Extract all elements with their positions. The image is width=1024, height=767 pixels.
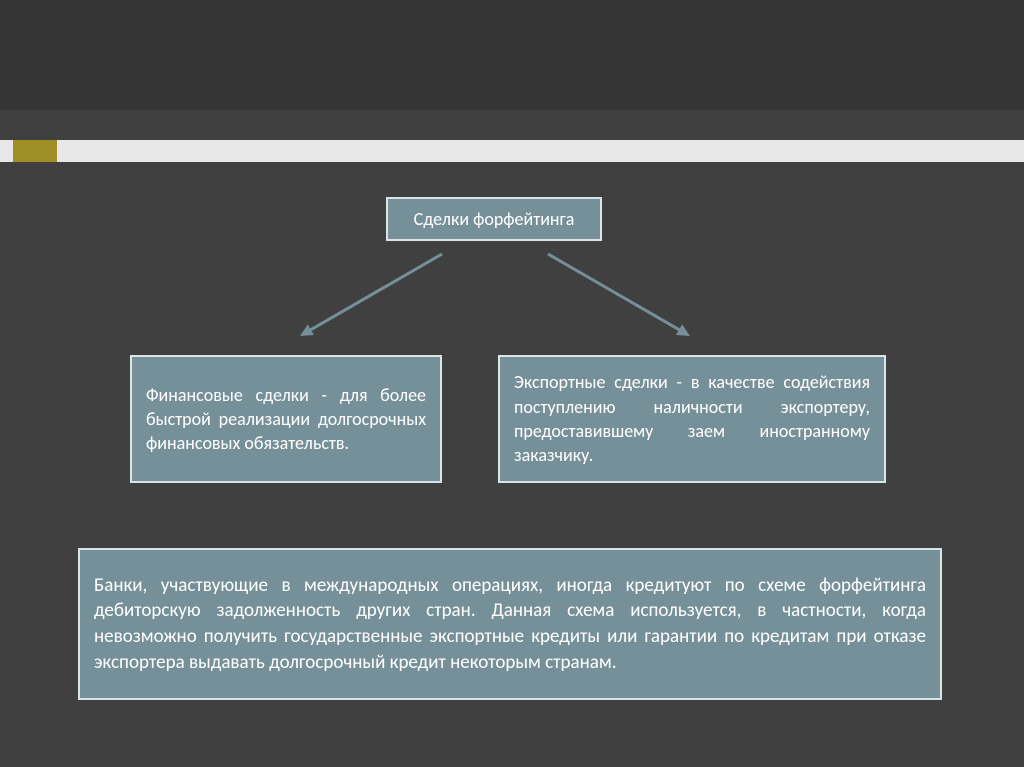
arrow-right-icon [534, 240, 704, 350]
box-left: Финансовые сделки - для более быстрой ре… [130, 355, 442, 483]
accent-strip [0, 140, 1024, 162]
accent-box [13, 140, 57, 162]
box-bottom: Банки, участвующие в международных опера… [78, 548, 942, 700]
box-top: Сделки форфейтинга [386, 197, 602, 241]
box-top-text: Сделки форфейтинга [402, 207, 586, 231]
box-right-text: Экспортные сделки - в качестве содействи… [514, 370, 870, 467]
title-band [0, 0, 1024, 110]
arrow-left-icon [286, 240, 456, 350]
box-right: Экспортные сделки - в качестве содействи… [498, 355, 886, 483]
box-bottom-text: Банки, участвующие в международных опера… [94, 573, 926, 676]
box-left-text: Финансовые сделки - для более быстрой ре… [146, 383, 426, 456]
